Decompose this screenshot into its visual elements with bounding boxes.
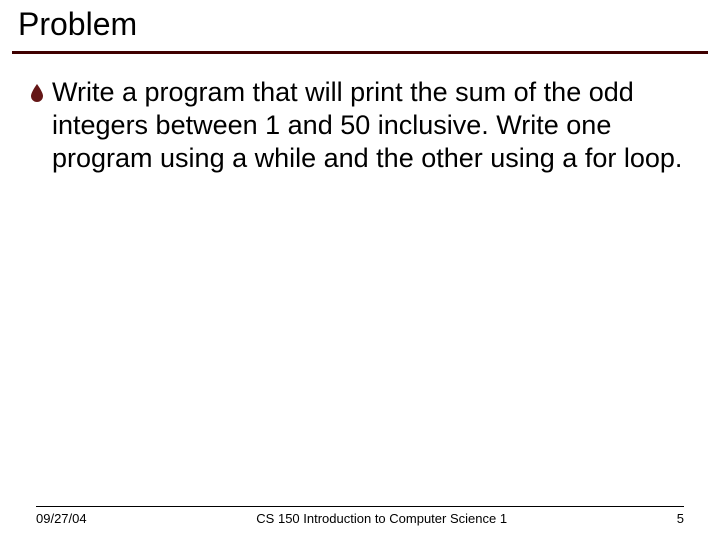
footer-row: 09/27/04 CS 150 Introduction to Computer… — [0, 511, 720, 526]
footer-page: 5 — [677, 511, 684, 526]
droplet-icon — [30, 84, 44, 102]
slide-title: Problem — [18, 6, 702, 43]
title-area: Problem — [0, 0, 720, 47]
footer: 09/27/04 CS 150 Introduction to Computer… — [0, 506, 720, 526]
footer-rule — [36, 506, 684, 507]
body-area: Write a program that will print the sum … — [0, 54, 720, 175]
bullet-item: Write a program that will print the sum … — [54, 76, 690, 175]
slide: Problem Write a program that will print … — [0, 0, 720, 540]
bullet-text: Write a program that will print the sum … — [52, 76, 690, 175]
footer-course: CS 150 Introduction to Computer Science … — [87, 511, 677, 526]
footer-date: 09/27/04 — [36, 511, 87, 526]
